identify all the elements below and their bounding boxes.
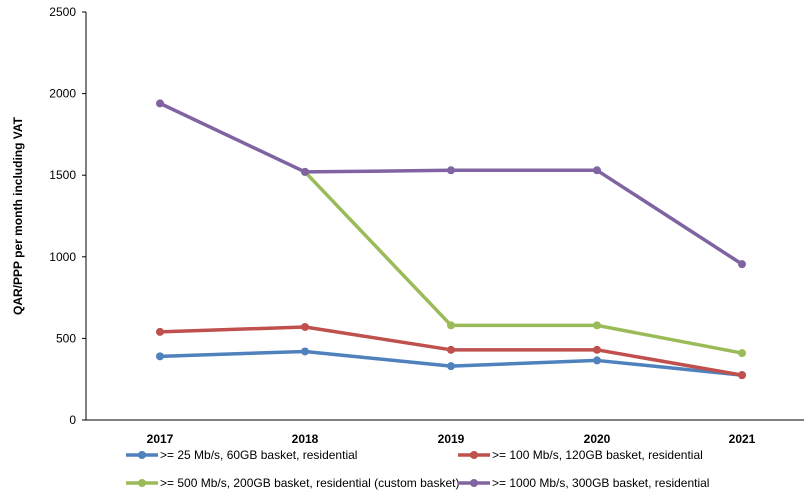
- data-point: [156, 99, 164, 108]
- data-point: [593, 345, 601, 354]
- y-tick-label: 1500: [49, 168, 76, 182]
- data-point: [447, 166, 455, 175]
- data-point: [447, 345, 455, 354]
- legend-item: >= 25 Mb/s, 60GB basket, residential: [126, 448, 357, 462]
- series-4: [156, 99, 746, 269]
- data-point: [738, 349, 746, 358]
- data-point: [156, 352, 164, 361]
- y-tick-label: 0: [69, 413, 76, 427]
- series-3: [301, 167, 746, 358]
- x-tick-label: 2017: [147, 432, 174, 446]
- data-point: [738, 371, 746, 380]
- data-point: [301, 347, 309, 356]
- y-tick-label: 2500: [49, 5, 76, 19]
- series-line: [159, 101, 743, 266]
- x-tick-label: 2019: [438, 432, 465, 446]
- series-2: [156, 322, 746, 380]
- data-point: [447, 362, 455, 371]
- legend-item: >= 100 Mb/s, 120GB basket, residential: [458, 448, 703, 462]
- legend-marker: [138, 451, 146, 459]
- legend-label: >= 1000 Mb/s, 300GB basket, residential: [492, 476, 709, 490]
- data-point: [156, 327, 164, 336]
- data-point: [593, 166, 601, 175]
- legend: >= 25 Mb/s, 60GB basket, residential >= 1…: [126, 448, 709, 490]
- data-point: [447, 321, 455, 330]
- x-tick-labels: 2017 2018 2019 2020 2021: [147, 432, 756, 446]
- y-axis-label: QAR/PPP per month including VAT: [11, 116, 25, 315]
- legend-label: >= 500 Mb/s, 200GB basket, residential (…: [160, 476, 459, 490]
- data-point: [593, 356, 601, 365]
- y-tick-label: 2000: [49, 87, 76, 101]
- x-tick-label: 2018: [292, 432, 319, 446]
- y-tick-label: 1000: [49, 250, 76, 264]
- data-point: [593, 321, 601, 330]
- x-tick-label: 2020: [584, 432, 611, 446]
- y-tick-label: 500: [56, 331, 76, 345]
- legend-marker: [138, 479, 146, 487]
- series-line: [303, 170, 743, 355]
- legend-marker: [470, 451, 478, 459]
- legend-item: >= 500 Mb/s, 200GB basket, residential (…: [126, 476, 459, 490]
- legend-marker: [470, 479, 478, 487]
- data-point: [301, 322, 309, 331]
- legend-label: >= 25 Mb/s, 60GB basket, residential: [160, 448, 357, 462]
- legend-label: >= 100 Mb/s, 120GB basket, residential: [492, 448, 703, 462]
- series-1: [156, 347, 746, 380]
- data-point: [301, 167, 309, 176]
- series-lines: [156, 99, 746, 380]
- legend-item: >= 1000 Mb/s, 300GB basket, residential: [458, 476, 709, 490]
- chart-axes: [85, 12, 804, 421]
- x-tick-label: 2021: [729, 432, 756, 446]
- data-point: [738, 260, 746, 269]
- y-tick-labels: 0 500 1000 1500 2000 2500: [49, 5, 86, 427]
